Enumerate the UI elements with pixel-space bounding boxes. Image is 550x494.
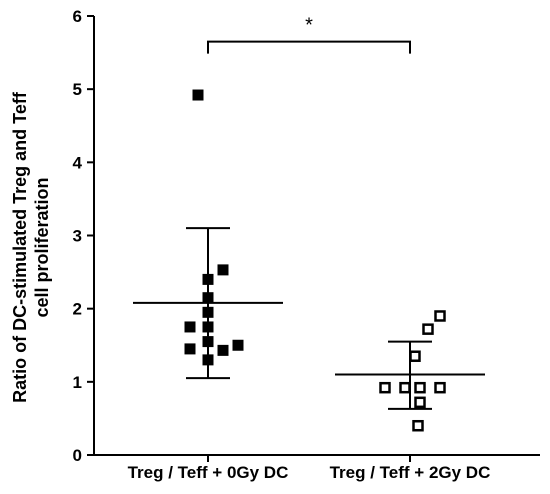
y-ticks: 0 1 2 3 4 5 6 [73,7,94,465]
data-point [434,310,446,322]
y-tick-label: 3 [73,227,82,246]
data-point [422,323,434,335]
y-axis-label-line: Ratio of DC-stimulated Treg and Teff [10,91,30,403]
data-point [414,396,426,409]
data-point [399,381,411,394]
y-axis-label: Ratio of DC-stimulated Treg and Teff cell… [10,91,52,403]
mean-error-bars [133,227,485,410]
y-tick-label: 2 [73,300,82,319]
data-point [414,381,426,394]
data-point [217,264,229,276]
y-tick-label: 1 [73,373,82,392]
axes [93,16,540,456]
data-point [232,339,244,351]
y-tick-label: 0 [73,446,82,465]
y-tick-label: 6 [73,7,82,26]
x-category-label: Treg / Teff + 0Gy DC [128,463,289,482]
significance-bracket [207,40,411,54]
x-category-labels: Treg / Teff + 0Gy DC Treg / Teff + 2Gy DC [128,455,491,482]
significance-annotation: * [207,15,411,54]
y-axis-label-line: cell proliferation [32,177,52,317]
data-point [434,381,446,394]
data-point [412,419,424,432]
data-point [192,89,204,101]
data-point [379,381,391,394]
significance-star: * [305,15,313,37]
data-point [409,350,421,362]
data-point [184,343,196,355]
x-category-label: Treg / Teff + 2Gy DC [330,463,491,482]
y-tick-label: 4 [73,153,83,172]
data-point [217,344,229,356]
data-point [184,321,196,333]
y-tick-label: 5 [73,80,82,99]
